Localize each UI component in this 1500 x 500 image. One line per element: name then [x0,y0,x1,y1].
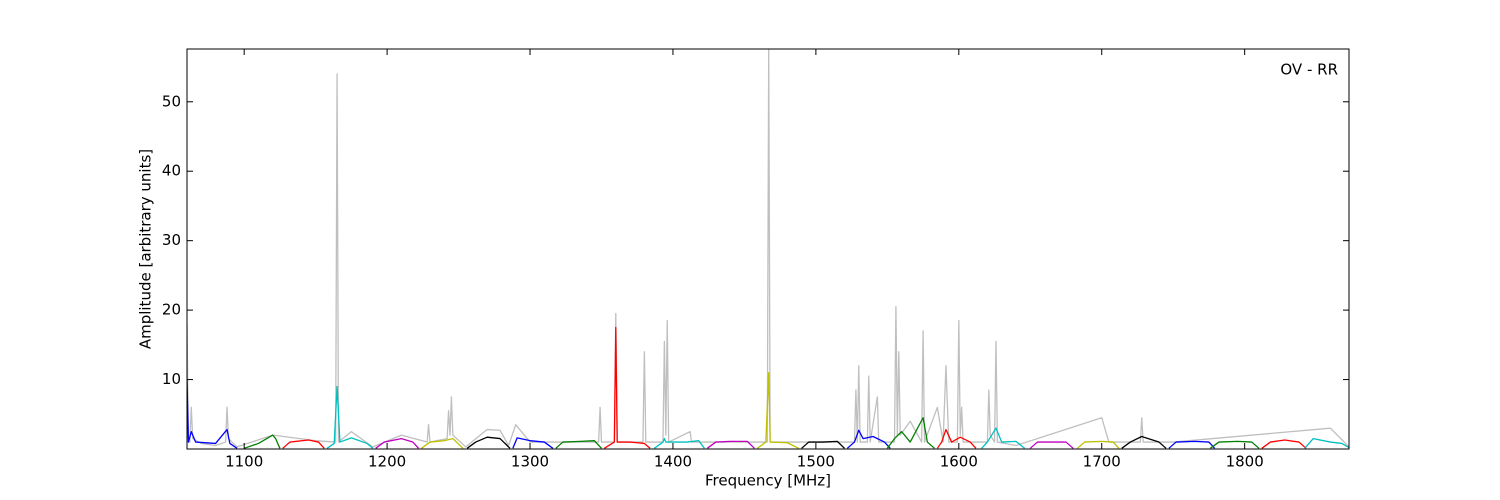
spectrum-line [1261,439,1307,449]
spectrum-line [187,49,1349,448]
spectrum-line [1121,435,1167,449]
spectrum-line [1168,440,1216,449]
spectrum-line [801,440,845,449]
x-tick-label: 1800 [1226,453,1264,471]
spectrum-line [1209,440,1260,449]
y-tick-label: 10 [162,370,181,388]
x-tick-label: 1300 [511,453,549,471]
spectrum-line [187,379,238,449]
annotation: OV - RR [1280,61,1338,79]
spectrum-line [706,440,755,449]
spectrum-line [981,427,1025,449]
spectrum-line [1304,437,1349,449]
spectrum-line [756,371,800,449]
spectrum-line [466,436,511,449]
spectrum-line [421,437,464,449]
spectrum-line [1029,441,1074,449]
x-tick-label: 1400 [654,453,692,471]
spectrum-line [936,428,977,449]
x-tick-label: 1600 [940,453,978,471]
spectrum-line [326,385,374,449]
x-axis-label: Frequency [MHz] [705,472,831,490]
spectrum-line [555,440,602,449]
y-tick-label: 30 [162,231,181,249]
x-tick-label: 1100 [225,453,263,471]
spectrum-line [1077,440,1120,449]
spectrum-line [653,437,705,449]
plot-lines [187,49,1349,449]
spectrum-line [375,437,420,449]
x-tick-label: 1200 [368,453,406,471]
y-tick-label: 20 [162,301,181,319]
spectrum-line [282,439,325,449]
y-tick-label: 40 [162,162,181,180]
x-tick-label: 1500 [797,453,835,471]
y-axis-label: Amplitude [arbitrary units] [137,149,155,349]
spectrum-line [886,417,935,449]
spectrum-line [243,434,281,449]
spectrum-line [512,437,554,449]
y-tick-label: 50 [162,92,181,110]
plot-frame [186,48,1350,450]
spectrum-line [604,326,651,449]
spectrum-line [846,429,891,449]
x-tick-label: 1700 [1083,453,1121,471]
